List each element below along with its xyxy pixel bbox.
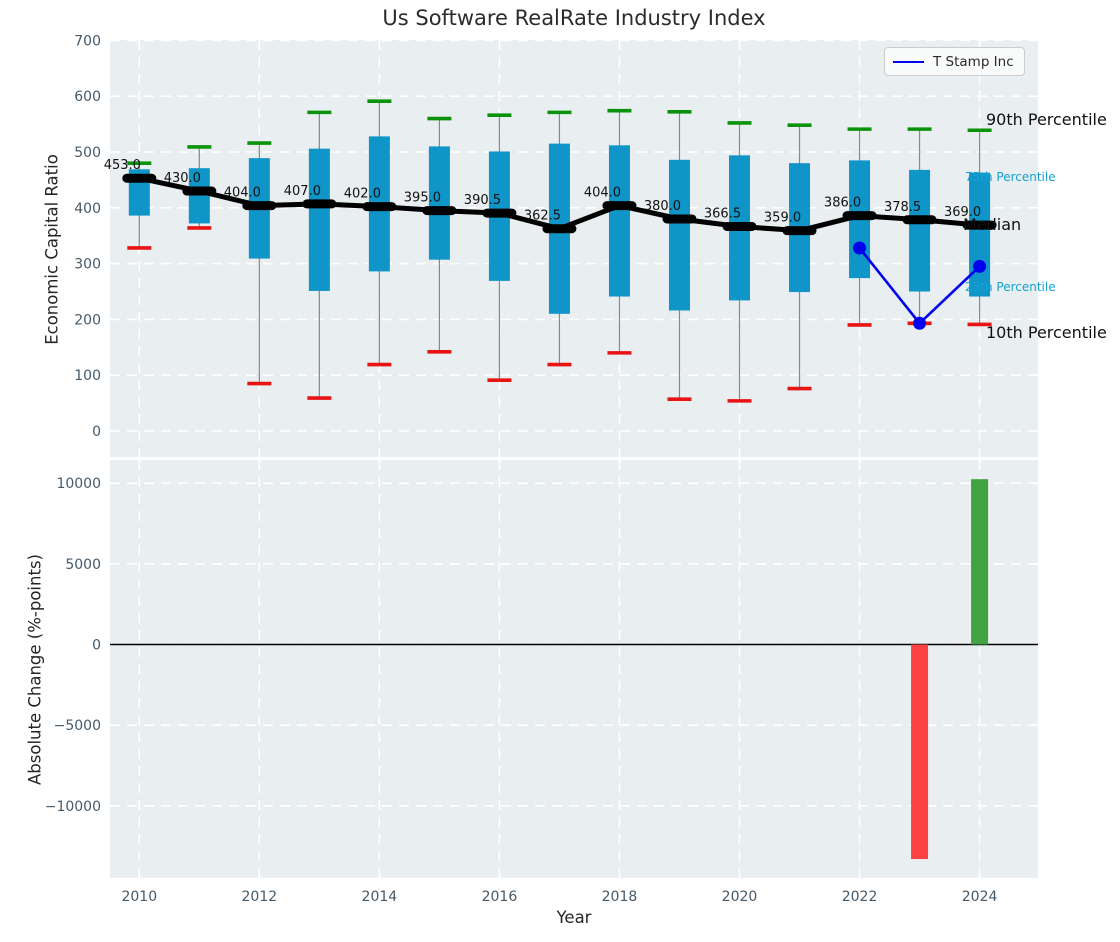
xtick-2014: 2014 bbox=[362, 889, 398, 905]
iqr-box-2015 bbox=[428, 146, 450, 260]
median-marker-2019 bbox=[662, 214, 697, 224]
bottom-ytick-10000: 10000 bbox=[56, 476, 101, 492]
top-ytick-600: 600 bbox=[74, 89, 101, 105]
tstamp-marker-2022 bbox=[853, 241, 867, 255]
bottom-ytick-5000: 5000 bbox=[65, 557, 101, 573]
legend-label: T Stamp Inc bbox=[933, 53, 1014, 70]
median-marker-2013 bbox=[302, 199, 337, 209]
xtick-2018: 2018 bbox=[602, 889, 638, 905]
x-axis-label: Year bbox=[556, 908, 592, 927]
top-ytick-500: 500 bbox=[74, 145, 101, 161]
bottom-ytick-0: 0 bbox=[92, 638, 101, 654]
median-value-label-2011: 430.0 bbox=[164, 171, 201, 186]
median-value-label-2021: 359.0 bbox=[764, 211, 801, 226]
y-axis-label-bottom: Absolute Change (%-points) bbox=[25, 554, 45, 785]
median-marker-2021 bbox=[782, 226, 817, 236]
median-marker-2018 bbox=[602, 201, 637, 211]
iqr-box-2024 bbox=[969, 172, 991, 297]
median-marker-2011 bbox=[182, 186, 217, 196]
annotation-75th-percentile: 75th Percentile bbox=[965, 170, 1056, 184]
median-value-label-2015: 395.0 bbox=[404, 191, 441, 206]
annotation-10th-percentile: 10th Percentile bbox=[986, 323, 1107, 342]
annotation-90th-percentile: 90th Percentile bbox=[986, 110, 1107, 129]
xtick-2012: 2012 bbox=[242, 889, 278, 905]
xtick-2016: 2016 bbox=[482, 889, 518, 905]
top-ytick-700: 700 bbox=[74, 33, 101, 49]
median-marker-2010 bbox=[122, 173, 157, 183]
annotation-median: Median bbox=[963, 215, 1022, 234]
median-value-label-2022: 386.0 bbox=[824, 196, 861, 211]
legend-line-sample bbox=[893, 60, 924, 63]
median-marker-2014 bbox=[362, 202, 397, 212]
median-value-label-2016: 390.5 bbox=[464, 193, 501, 208]
iqr-box-2019 bbox=[668, 159, 690, 311]
median-value-label-2019: 380.0 bbox=[644, 199, 681, 214]
change-bar-2023 bbox=[911, 644, 929, 860]
median-value-label-2010: 453.0 bbox=[104, 158, 141, 173]
median-marker-2020 bbox=[722, 221, 757, 231]
top-ytick-300: 300 bbox=[74, 257, 101, 273]
median-value-label-2023: 378.5 bbox=[884, 200, 921, 215]
top-ytick-0: 0 bbox=[92, 424, 101, 440]
median-marker-2022 bbox=[842, 211, 877, 221]
xtick-2020: 2020 bbox=[722, 889, 758, 905]
annotation-25th-percentile: 25th Percentile bbox=[965, 280, 1056, 294]
iqr-box-2018 bbox=[608, 145, 630, 297]
median-value-label-2013: 407.0 bbox=[284, 184, 321, 199]
tstamp-marker-2023 bbox=[913, 316, 927, 330]
chart-title: Us Software RealRate Industry Index bbox=[382, 6, 766, 30]
xtick-2024: 2024 bbox=[962, 889, 998, 905]
median-marker-2015 bbox=[422, 206, 457, 216]
median-value-label-2014: 402.0 bbox=[344, 187, 381, 202]
bottom-plot-background bbox=[110, 460, 1038, 878]
change-bar-2024 bbox=[971, 479, 989, 645]
median-marker-2016 bbox=[482, 208, 517, 218]
iqr-box-2011 bbox=[188, 168, 210, 224]
bottom-ytick--5000: −5000 bbox=[54, 718, 101, 734]
median-marker-2017 bbox=[542, 224, 577, 234]
median-marker-2012 bbox=[242, 201, 277, 211]
iqr-box-2013 bbox=[308, 148, 330, 291]
tstamp-marker-2024 bbox=[973, 259, 987, 273]
xtick-2010: 2010 bbox=[121, 889, 157, 905]
xtick-2022: 2022 bbox=[842, 889, 878, 905]
iqr-box-2023 bbox=[909, 169, 931, 292]
median-value-label-2024: 369.0 bbox=[944, 205, 981, 220]
top-ytick-400: 400 bbox=[74, 201, 101, 217]
top-ytick-100: 100 bbox=[74, 368, 101, 384]
top-ytick-200: 200 bbox=[74, 312, 101, 328]
median-marker-2023 bbox=[902, 215, 937, 225]
median-value-label-2018: 404.0 bbox=[584, 186, 621, 201]
y-axis-label-top: Economic Capital Ratio bbox=[42, 154, 62, 345]
legend: T Stamp Inc bbox=[884, 47, 1025, 76]
bottom-ytick--10000: −10000 bbox=[45, 799, 101, 815]
median-value-label-2020: 366.5 bbox=[704, 206, 741, 221]
median-value-label-2012: 404.0 bbox=[224, 186, 261, 201]
median-marker-2024 bbox=[962, 220, 997, 230]
median-value-label-2017: 362.5 bbox=[524, 209, 561, 224]
